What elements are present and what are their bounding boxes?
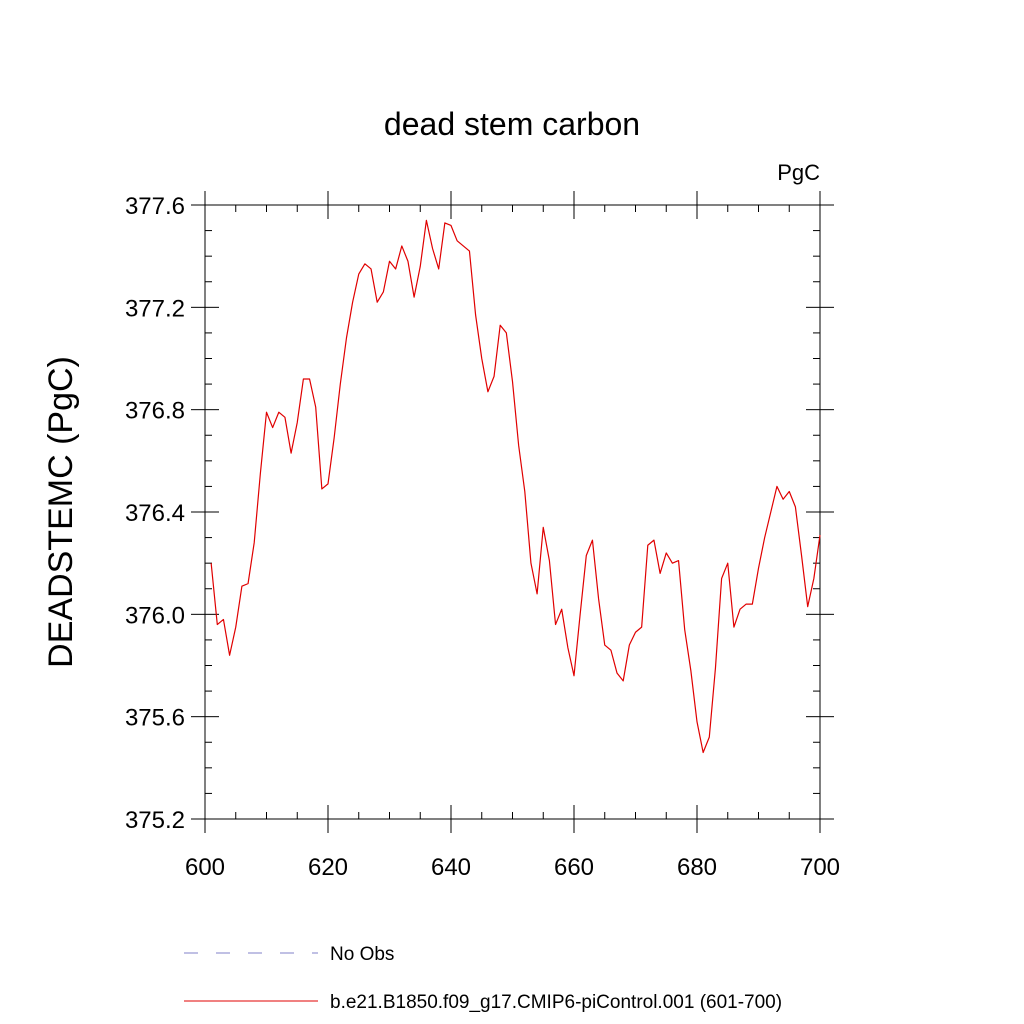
y-tick-label: 376.0 [125,602,185,629]
y-tick-label: 376.4 [125,500,185,527]
x-tick-label: 640 [431,854,471,881]
legend-label: b.e21.B1850.f09_g17.CMIP6-piControl.001 … [330,992,782,1013]
units-label: PgC [777,160,820,185]
legend: No Obs b.e21.B1850.f09_g17.CMIP6-piContro… [184,944,782,1013]
x-tick-label: 700 [800,854,840,881]
legend-label: No Obs [330,944,394,965]
y-tick-label: 377.2 [125,295,185,322]
x-axis: 600 620 640 660 680 700 [185,191,840,881]
plot-area [204,204,821,820]
x-tick-label: 600 [185,854,225,881]
y-axis-label: DEADSTEMC (PgC) [42,356,80,668]
plot-frame [204,204,821,820]
y-tick-label: 377.6 [125,193,185,220]
y-tick-label: 375.2 [125,807,185,834]
y-axis: 375.2 375.6 376.0 376.4 376.8 377.2 377.6 [125,193,834,834]
series-group [210,219,821,754]
x-tick-label: 620 [308,854,348,881]
y-tick-label: 376.8 [125,398,185,425]
series-line [210,219,821,754]
chart-title: dead stem carbon [384,106,640,142]
y-tick-label: 375.6 [125,705,185,732]
x-tick-label: 660 [554,854,594,881]
x-tick-label: 680 [677,854,717,881]
